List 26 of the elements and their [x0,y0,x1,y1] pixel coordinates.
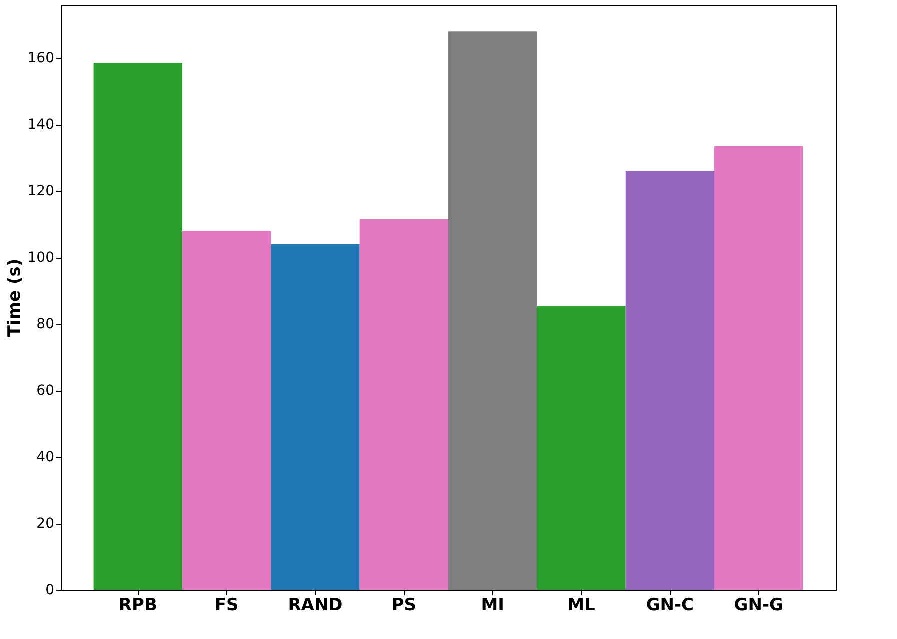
bar [360,219,448,590]
y-tick-label: 60 [36,383,54,400]
x-tick-label: GN-G [734,596,784,616]
y-tick-label: 120 [28,184,54,200]
bar [271,244,360,590]
x-tick-label: GN-C [646,596,694,616]
x-tick-label: FS [214,596,239,616]
bar [626,171,715,590]
x-tick-label: RAND [288,596,343,616]
bar [714,146,804,590]
y-tick-label: 20 [36,516,54,532]
bar [537,306,626,590]
y-tick-label: 100 [28,250,54,266]
x-tick-label: PS [392,596,417,616]
y-tick-label: 140 [28,117,54,134]
x-tick-label: ML [568,596,596,616]
bar [182,231,272,590]
bar [448,32,538,590]
y-tick-label: 0 [46,582,54,598]
x-tick-label: RPB [118,596,158,616]
y-tick-label: 80 [36,316,54,333]
x-tick-label: MI [481,596,504,616]
bar [94,63,182,590]
y-axis-title: Time (s) [4,258,25,338]
y-tick-label: 160 [28,50,54,67]
y-tick-label: 40 [36,450,54,466]
